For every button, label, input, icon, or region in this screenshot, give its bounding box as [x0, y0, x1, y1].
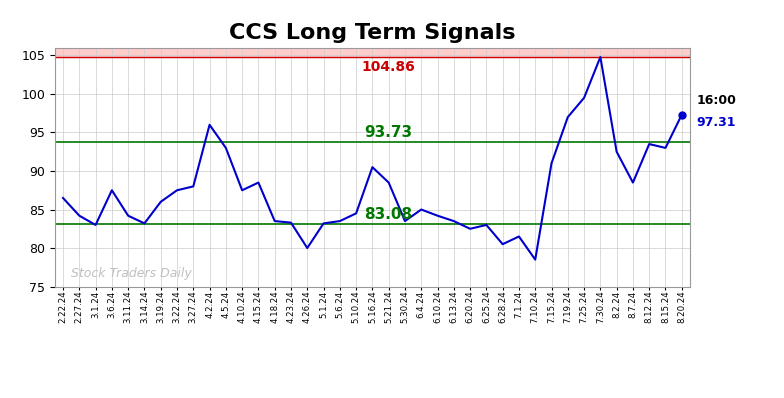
Text: 83.08: 83.08: [365, 207, 412, 222]
Text: 104.86: 104.86: [361, 60, 416, 74]
Text: 93.73: 93.73: [365, 125, 412, 140]
Title: CCS Long Term Signals: CCS Long Term Signals: [229, 23, 516, 43]
Text: Stock Traders Daily: Stock Traders Daily: [71, 267, 192, 280]
Text: 16:00: 16:00: [697, 94, 737, 107]
Bar: [55, 32, 690, 57]
Text: 97.31: 97.31: [697, 116, 736, 129]
